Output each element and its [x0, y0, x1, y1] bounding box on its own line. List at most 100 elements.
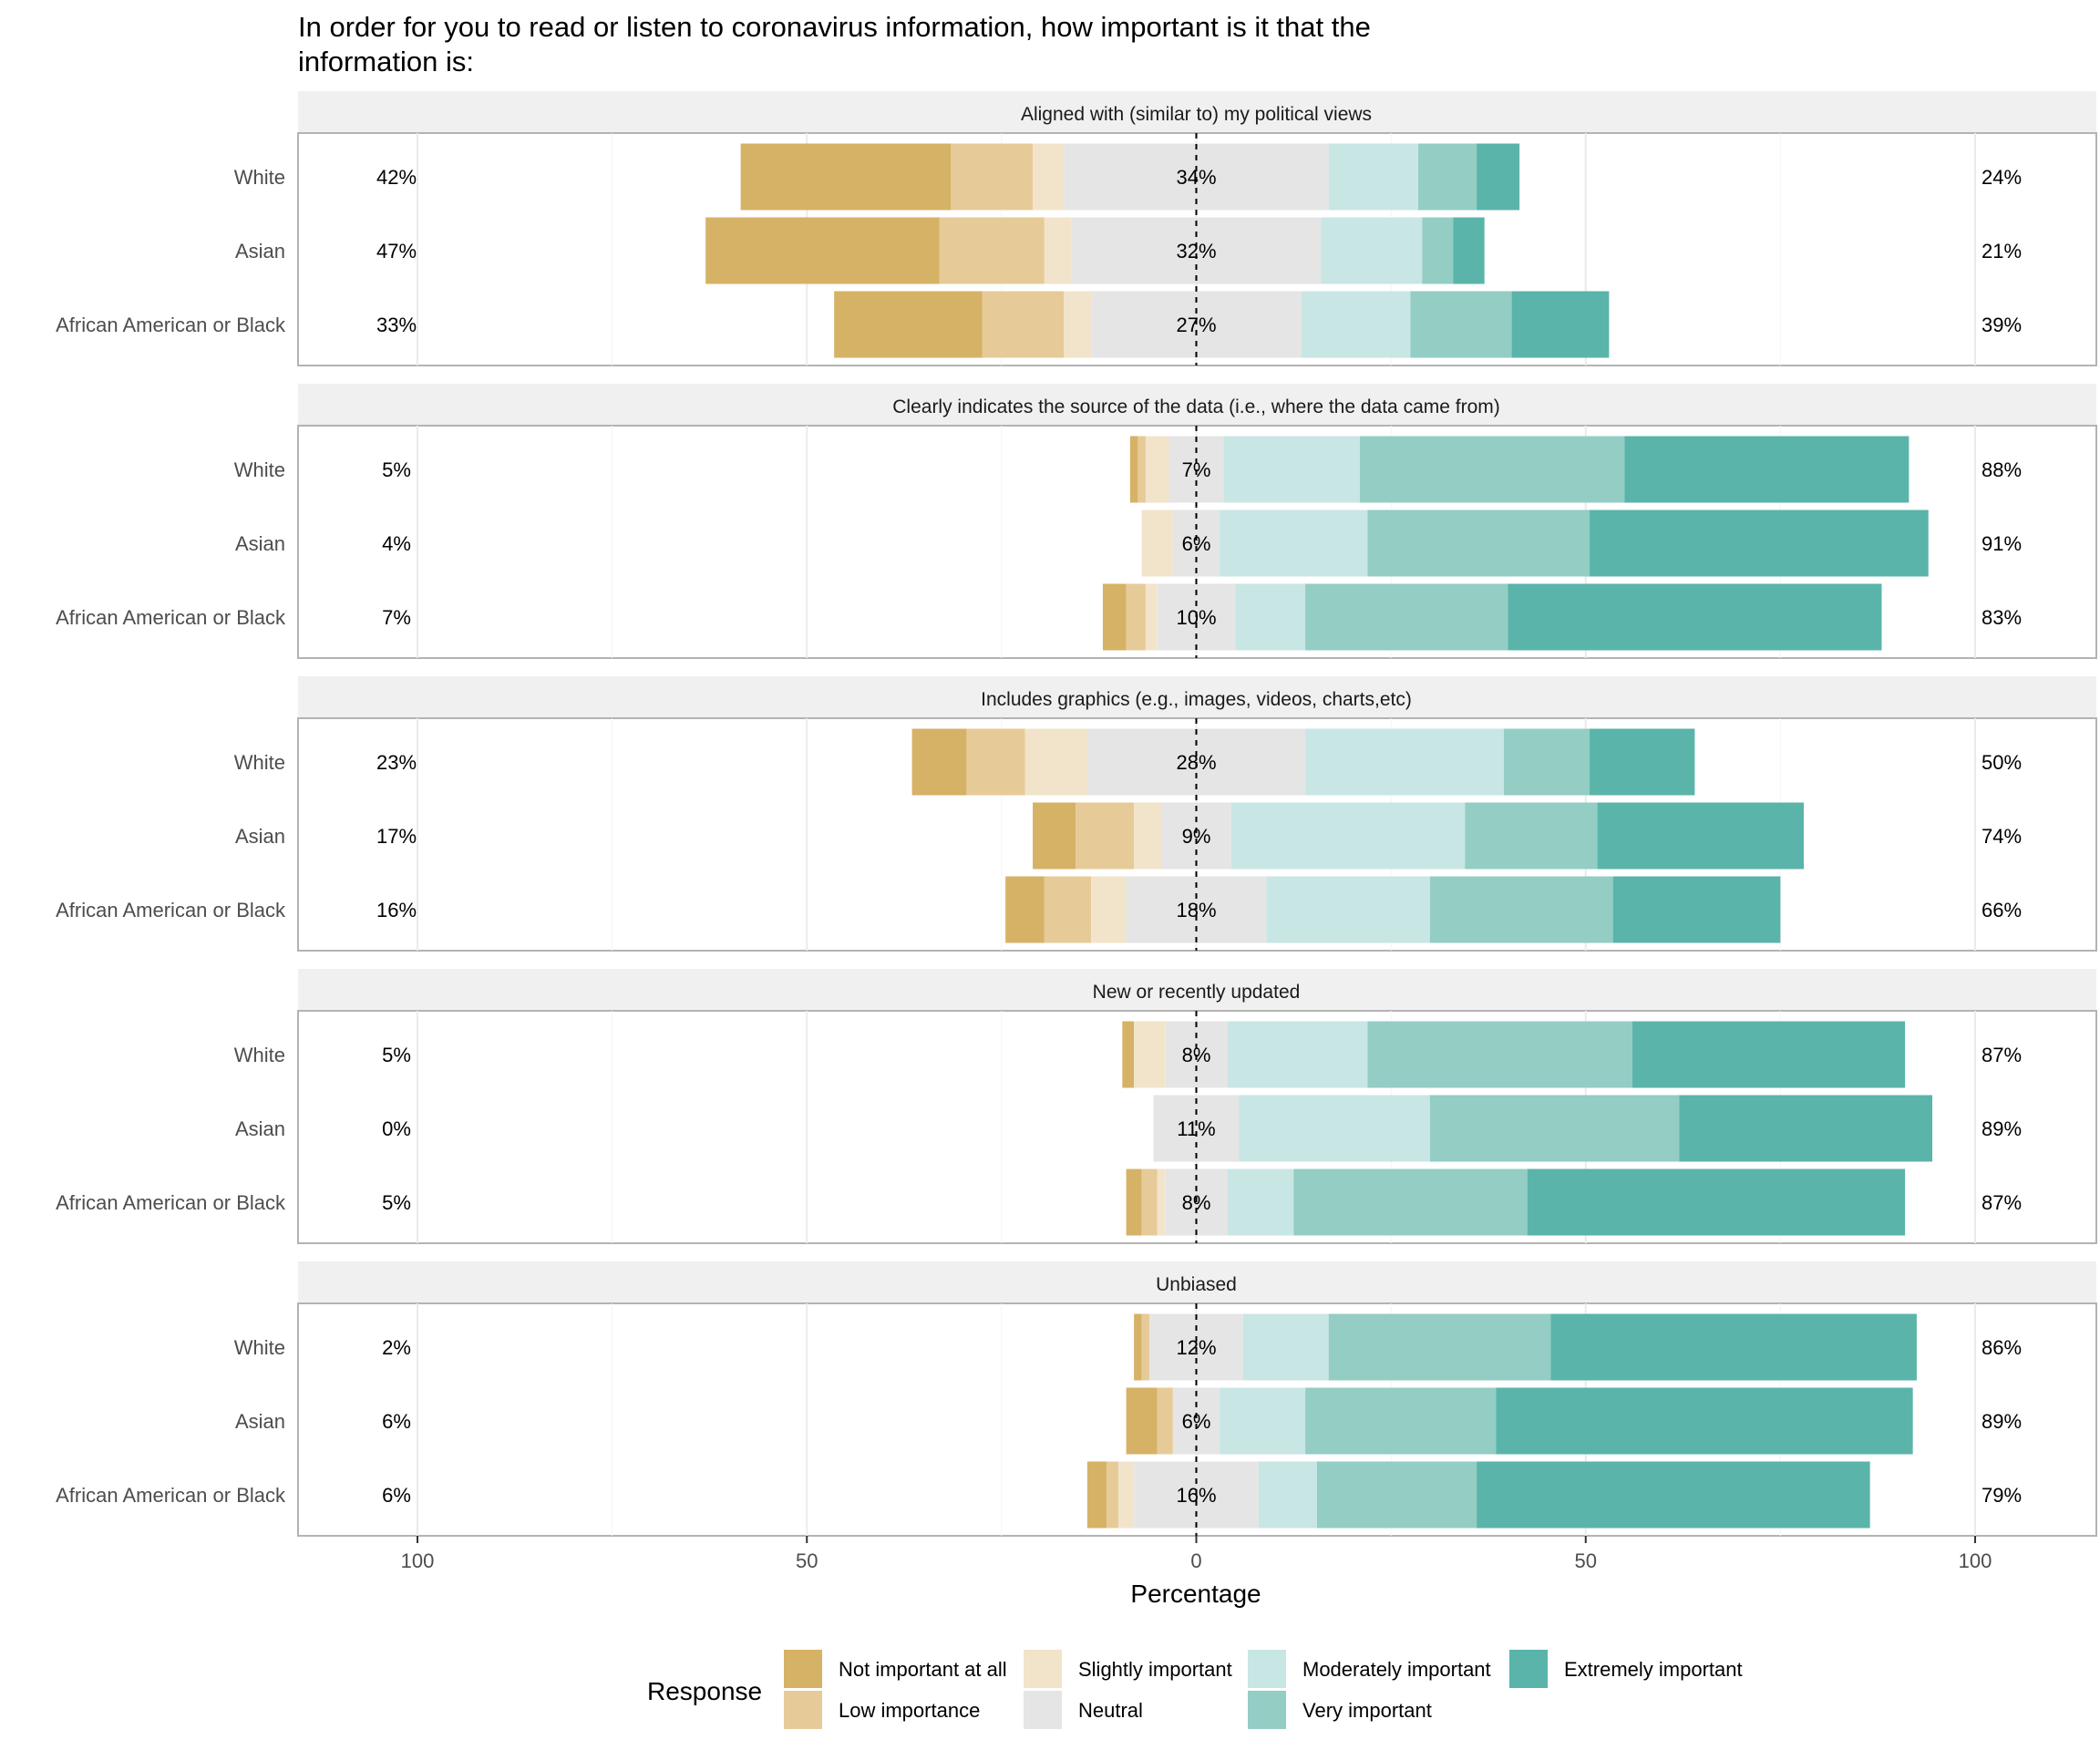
bar-segment: [1126, 1387, 1158, 1455]
bar-segment: [1550, 1313, 1917, 1381]
right-percent-label: 24%: [1982, 166, 2022, 189]
legend-item-label: Moderately important: [1302, 1658, 1491, 1681]
x-axis: 100 50 0 50 100: [401, 1536, 1992, 1572]
y-tick-label: Asian: [235, 1410, 285, 1433]
y-tick-label: White: [234, 458, 285, 481]
bar-segment: [911, 728, 967, 796]
bar-segment: [1129, 436, 1138, 503]
facet-panel: Includes graphics (e.g., images, videos,…: [56, 676, 2097, 952]
bar-segment: [1266, 876, 1430, 943]
bar-segment: [1328, 1313, 1551, 1381]
right-percent-label: 89%: [1982, 1117, 2022, 1140]
right-percent-label: 87%: [1982, 1191, 2022, 1214]
bar-segment: [1239, 1095, 1430, 1162]
bar-segment: [1134, 802, 1162, 870]
bar-segment: [1044, 876, 1092, 943]
y-tick-label: Asian: [235, 240, 285, 262]
bar-segment: [1453, 217, 1485, 284]
bar-segment: [1064, 291, 1092, 358]
legend-swatch: [1248, 1691, 1286, 1729]
legend-swatch: [784, 1650, 822, 1688]
bar-segment: [1107, 1461, 1119, 1529]
bar-segment: [1161, 802, 1231, 870]
bar-segment: [1024, 728, 1087, 796]
bar-segment: [1134, 1313, 1142, 1381]
bar-segment: [1141, 510, 1173, 577]
bar-segment: [1145, 436, 1169, 503]
bar-segment: [966, 728, 1025, 796]
bar-segment: [1086, 1461, 1107, 1529]
bar-segment: [1316, 1461, 1477, 1529]
bar-segment: [1504, 728, 1590, 796]
bar-segment: [1145, 583, 1158, 651]
legend-item-label: Not important at all: [839, 1658, 1007, 1681]
bar-segment: [705, 217, 940, 284]
legend-item-label: Low importance: [839, 1699, 980, 1722]
bar-segment: [1141, 1313, 1150, 1381]
facet-strip-label: Aligned with (similar to) my political v…: [1021, 104, 1372, 125]
bar-segment: [1418, 143, 1477, 211]
left-percent-label: 4%: [382, 532, 411, 555]
bar-segment: [1305, 583, 1508, 651]
bar-segment: [1141, 1168, 1158, 1236]
bar-segment: [1242, 1313, 1329, 1381]
bar-segment: [1508, 583, 1882, 651]
left-percent-label: 5%: [382, 458, 411, 481]
bar-segment: [951, 143, 1034, 211]
bar-segment: [1632, 1021, 1906, 1088]
left-percent-label: 47%: [376, 240, 417, 262]
legend-item-label: Very important: [1302, 1699, 1432, 1722]
facet-strip: [298, 384, 2096, 426]
bar-segment: [1235, 583, 1306, 651]
legend-swatch: [1509, 1650, 1548, 1688]
bar-segment: [1429, 876, 1613, 943]
left-percent-label: 0%: [382, 1117, 411, 1140]
bar-segment: [1033, 143, 1065, 211]
right-percent-label: 91%: [1982, 532, 2022, 555]
y-tick-label: White: [234, 751, 285, 774]
y-tick-label: White: [234, 1044, 285, 1066]
legend-swatch: [784, 1691, 822, 1729]
legend-item-label: Extremely important: [1564, 1658, 1743, 1681]
bar-segment: [1429, 1095, 1680, 1162]
left-percent-label: 2%: [382, 1336, 411, 1359]
facet-strip-label: New or recently updated: [1093, 982, 1301, 1003]
left-percent-label: 7%: [382, 606, 411, 629]
legend-swatch: [1248, 1650, 1286, 1688]
bar-segment: [1321, 217, 1423, 284]
right-percent-label: 88%: [1982, 458, 2022, 481]
bar-segment: [1301, 291, 1411, 358]
legend-item-label: Slightly important: [1078, 1658, 1232, 1681]
bar-segment: [1410, 291, 1512, 358]
bar-segment: [1477, 143, 1520, 211]
right-percent-label: 21%: [1982, 240, 2022, 262]
bar-segment: [1422, 217, 1454, 284]
bar-segment: [1091, 876, 1127, 943]
right-percent-label: 66%: [1982, 899, 2022, 921]
y-tick-label: White: [234, 166, 285, 189]
bar-segment: [1220, 1387, 1306, 1455]
right-percent-label: 39%: [1982, 314, 2022, 336]
facet-panel: Clearly indicates the source of the data…: [56, 384, 2097, 659]
y-tick-label: Asian: [235, 1117, 285, 1140]
bar-segment: [1527, 1168, 1906, 1236]
facet-panel: Aligned with (similar to) my political v…: [56, 91, 2097, 366]
bar-segment: [1305, 728, 1505, 796]
bar-segment: [1126, 583, 1146, 651]
bar-segment: [939, 217, 1045, 284]
y-tick-label: African American or Black: [56, 1191, 286, 1214]
right-percent-label: 86%: [1982, 1336, 2022, 1359]
x-tick-label: 50: [796, 1549, 818, 1572]
facet-strip: [298, 969, 2096, 1011]
bar-segment: [1230, 802, 1466, 870]
left-percent-label: 33%: [376, 314, 417, 336]
facet-strip-label: Unbiased: [1156, 1274, 1237, 1295]
bar-segment: [1597, 802, 1805, 870]
bar-segment: [1465, 802, 1598, 870]
bar-segment: [1367, 510, 1590, 577]
bar-segment: [1258, 1461, 1317, 1529]
bar-segment: [1496, 1387, 1913, 1455]
y-tick-label: Asian: [235, 532, 285, 555]
bar-segment: [740, 143, 952, 211]
